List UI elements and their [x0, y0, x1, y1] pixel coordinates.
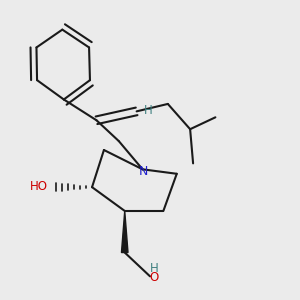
Text: HO: HO [30, 180, 48, 193]
Text: H: H [144, 104, 153, 117]
Text: H: H [150, 262, 159, 275]
Text: N: N [139, 165, 148, 178]
Text: O: O [150, 271, 159, 284]
Polygon shape [122, 211, 128, 253]
